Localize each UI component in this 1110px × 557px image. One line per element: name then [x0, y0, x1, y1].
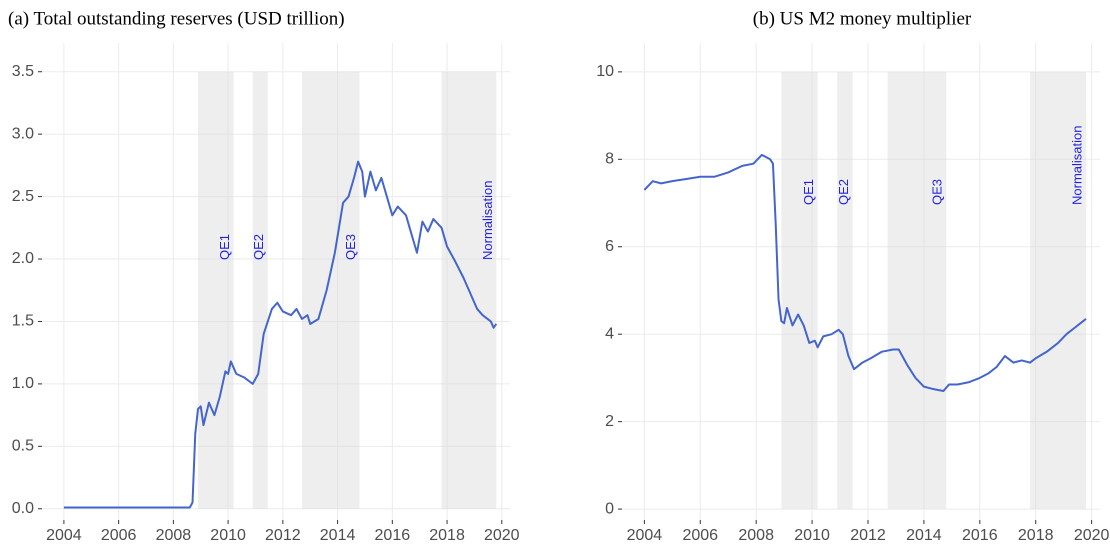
- x-tick-label: 2008: [156, 527, 192, 544]
- x-tick-label: 2008: [738, 527, 774, 544]
- y-tick-label: 10: [596, 63, 614, 80]
- period-label: QE3: [930, 179, 945, 205]
- y-tick-label: 3.5: [12, 63, 34, 80]
- shaded-period: [781, 71, 818, 510]
- y-tick-label: 4: [605, 325, 614, 342]
- y-tick-label: 2.5: [12, 188, 34, 205]
- period-label: QE1: [217, 234, 232, 260]
- y-tick-label: 0.0: [12, 500, 34, 517]
- shaded-period: [198, 71, 234, 509]
- data-line: [63, 160, 498, 509]
- chart-title: (b) US M2 money multiplier: [753, 8, 972, 29]
- x-tick-label: 2020: [1074, 527, 1110, 544]
- x-tick-label: 2006: [682, 527, 718, 544]
- x-tick-label: 2006: [101, 527, 137, 544]
- shaded-period: [252, 71, 268, 509]
- period-label: QE3: [343, 234, 358, 260]
- x-tick-label: 2016: [962, 527, 998, 544]
- x-tick-label: 2012: [850, 527, 886, 544]
- y-tick-label: 6: [605, 238, 614, 255]
- period-label: QE2: [836, 179, 851, 205]
- x-tick-label: 2018: [1018, 527, 1054, 544]
- period-label: Normalisation: [1069, 126, 1084, 205]
- shaded-period: [302, 71, 360, 509]
- y-tick-label: 0.5: [12, 438, 34, 455]
- x-tick-label: 2012: [265, 527, 301, 544]
- period-label: QE2: [251, 234, 266, 260]
- period-label: Normalisation: [480, 181, 495, 260]
- y-tick-label: 3.0: [12, 125, 34, 142]
- x-tick-label: 2018: [429, 527, 465, 544]
- shaded-period: [887, 71, 947, 510]
- x-tick-label: 2004: [627, 527, 663, 544]
- y-tick-label: 0: [605, 500, 614, 517]
- y-tick-label: 1.5: [12, 313, 34, 330]
- chart-title: (a) Total outstanding reserves (USD tril…: [8, 8, 345, 29]
- shaded-period: [1030, 71, 1087, 510]
- x-tick-label: 2004: [46, 527, 82, 544]
- y-tick-label: 2: [605, 413, 614, 430]
- x-tick-label: 2014: [906, 527, 942, 544]
- y-tick-label: 2.0: [12, 250, 34, 267]
- x-tick-label: 2020: [484, 527, 520, 544]
- x-tick-label: 2010: [794, 527, 830, 544]
- y-tick-label: 1.0: [12, 375, 34, 392]
- data-line: [643, 153, 1087, 393]
- shaded-period: [837, 71, 853, 510]
- period-label: QE1: [801, 179, 816, 205]
- x-tick-label: 2010: [210, 527, 246, 544]
- x-tick-label: 2014: [320, 527, 356, 544]
- y-tick-label: 8: [605, 151, 614, 168]
- x-tick-label: 2016: [375, 527, 411, 544]
